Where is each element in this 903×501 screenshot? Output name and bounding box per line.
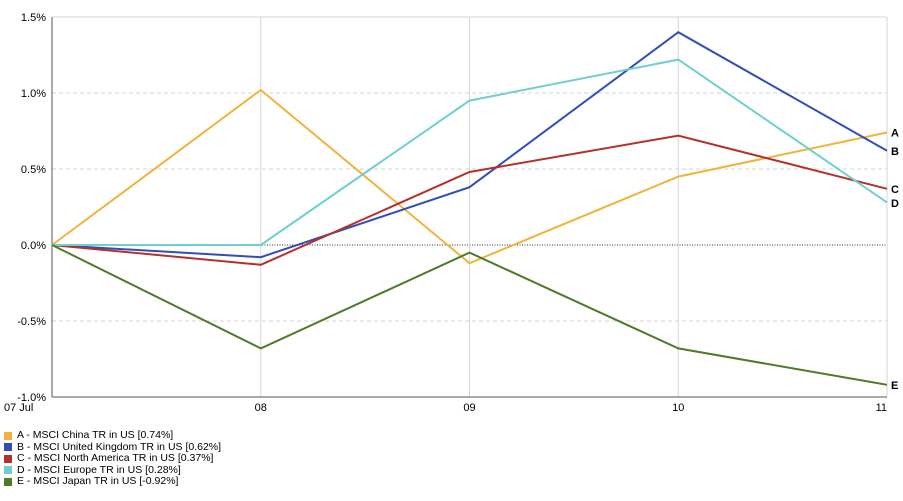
legend-swatch [4, 454, 12, 463]
line-chart: 1.5% 1.0% 0.5% 0.0% -0.5% -1.0%07 Jul 08 09 10 11… [4, 12, 899, 414]
legend-item: D - MSCI Europe TR in US [0.28%] [4, 463, 221, 477]
series-end-label-a: A [891, 128, 899, 140]
legend-label: E - MSCI Japan TR in US [-0.92%] [17, 475, 179, 487]
y-tick-label: 1.5% [21, 12, 46, 24]
series-end-label-b: B [891, 146, 899, 158]
series-line-d [52, 58, 888, 246]
legend-swatch [4, 477, 12, 486]
y-tick-label: -0.5% [17, 316, 46, 328]
series-line-c [51, 134, 888, 266]
series-end-label-d: D [891, 198, 899, 210]
y-tick-label: 0.5% [21, 164, 46, 176]
series-line-b [51, 31, 888, 259]
series-end-label-e: E [891, 380, 898, 392]
legend-label: A - MSCI China TR in US [0.74%] [17, 429, 174, 441]
x-tick-label: 09 [463, 402, 475, 414]
series-line-e [51, 244, 888, 386]
label-layer: AB CD E [891, 128, 899, 392]
legend-swatch [4, 443, 12, 452]
x-tick-label: 11 [876, 402, 887, 414]
legend-label: D - MSCI Europe TR in US [0.28%] [17, 463, 181, 476]
x-tick-label: 10 [672, 402, 684, 414]
y-tick-label: 0.0% [21, 240, 46, 252]
legend-swatch [4, 431, 12, 440]
legend-item: B - MSCI United Kingdom TR in US [0.62%] [4, 440, 222, 454]
series-layer [51, 31, 888, 386]
grid-layer [52, 16, 888, 398]
series-line-a [51, 88, 888, 265]
legend-label: C - MSCI North America TR in US [0.37%] [17, 452, 214, 464]
legend-item: E - MSCI Japan TR in US [-0.92%] [4, 475, 221, 488]
legend-item: C - MSCI North America TR in US [0.37%] [4, 452, 221, 465]
legend-label: B - MSCI United Kingdom TR in US [0.62%] [17, 440, 222, 453]
y-tick-label: -1.0% [17, 392, 46, 404]
legend-swatch [4, 466, 12, 475]
axis-layer: 1.5% 1.0% 0.5% 0.0% -0.5% -1.0%07 Jul 08 09 10 11 [4, 12, 887, 414]
y-tick-label: 1.0% [21, 88, 46, 100]
legend-item: A - MSCI China TR in US [0.74%] [4, 429, 221, 442]
legend: A - MSCI China TR in US [0.74%] B - MSCI … [4, 429, 222, 488]
series-end-label-c: C [891, 184, 899, 196]
x-tick-label: 07 Jul [4, 402, 33, 414]
x-tick-label: 08 [255, 402, 267, 414]
